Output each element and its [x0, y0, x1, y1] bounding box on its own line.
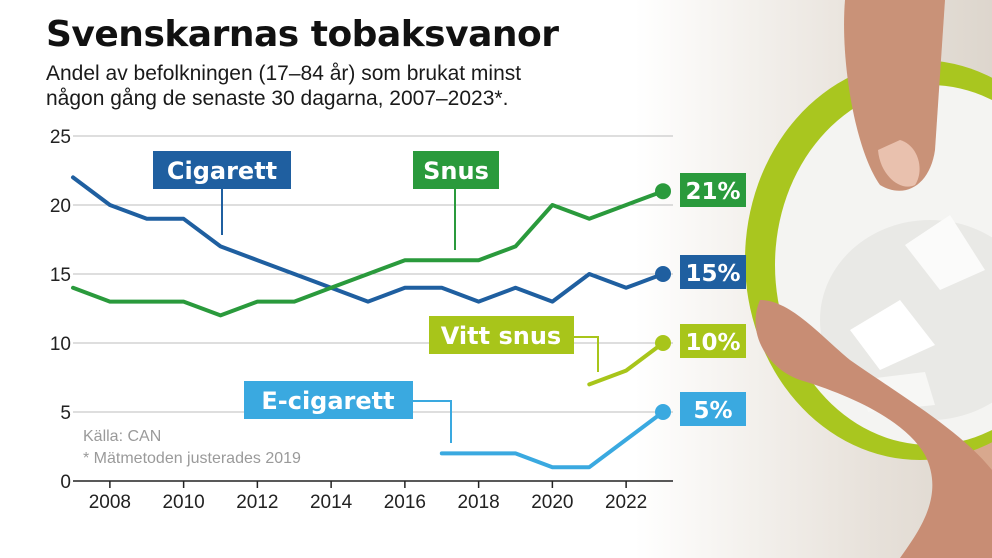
label-box — [429, 316, 574, 354]
end-label-e-cigarett: 5% — [680, 392, 746, 426]
series-line-snus — [71, 189, 665, 318]
x-tick-label: 2014 — [310, 492, 353, 513]
label-box — [244, 381, 413, 419]
finger-nail — [878, 140, 920, 187]
value-badge — [680, 392, 746, 426]
y-tick-label: 15 — [50, 265, 71, 286]
x-tick-label: 2022 — [605, 492, 647, 513]
label-snus: Snus — [413, 151, 499, 250]
end-point-e-cigarett — [655, 404, 671, 420]
label-box — [413, 151, 499, 189]
label-vitt-snus: Vitt snus — [429, 316, 599, 372]
y-tick-label: 10 — [50, 334, 71, 355]
snus-can-photo — [745, 0, 992, 558]
chart-title: Svenskarnas tobaksvanor — [46, 14, 559, 55]
chart-subtitle-line-2: någon gång de senaste 30 dagarna, 2007–2… — [46, 87, 509, 110]
value-label: 15% — [685, 261, 740, 287]
pouch — [905, 215, 985, 290]
x-tick-label: 2010 — [162, 492, 204, 513]
value-badge — [680, 324, 746, 358]
y-tick-label: 20 — [50, 196, 71, 217]
end-point-cigarett — [655, 266, 671, 282]
leader-line — [574, 336, 599, 372]
chart-subtitle-line-1: Andel av befolkningen (17–84 år) som bru… — [46, 62, 522, 85]
finger-top — [844, 0, 945, 191]
series-line-e-cigarett — [439, 410, 665, 470]
value-label: 10% — [685, 330, 740, 356]
thumb — [755, 300, 992, 558]
end-label-cigarett: 15% — [680, 255, 746, 289]
pouch — [850, 300, 935, 370]
end-point-snus — [655, 183, 671, 200]
x-tick-label: 2016 — [384, 492, 426, 513]
series-label: E-cigarett — [261, 387, 394, 415]
method-footnote: * Mätmetoden justerades 2019 — [83, 450, 301, 467]
label-box — [153, 151, 291, 189]
y-tick-label: 5 — [60, 403, 71, 424]
y-tick-label: 0 — [60, 472, 71, 493]
value-label: 21% — [685, 179, 740, 205]
end-label-vitt-snus: 10% — [680, 324, 746, 358]
series-label: Vitt snus — [441, 322, 561, 350]
x-tick-label: 2008 — [89, 492, 131, 513]
label-e-cigarett: E-cigarett — [244, 381, 452, 443]
series-line-cigarett — [71, 175, 665, 304]
end-label-snus: 21% — [680, 173, 746, 207]
source-note: Källa: CAN — [83, 428, 161, 445]
value-badge — [680, 255, 746, 289]
label-cigarett: Cigarett — [153, 151, 291, 235]
y-tick-label: 25 — [50, 127, 71, 148]
value-label: 5% — [693, 398, 732, 424]
series-label: Snus — [423, 157, 489, 185]
value-badge — [680, 173, 746, 207]
x-tick-label: 2018 — [457, 492, 499, 513]
series-line-vitt-snus — [587, 341, 665, 387]
x-tick-label: 2020 — [531, 492, 573, 513]
end-point-vitt-snus — [655, 335, 671, 351]
leader-line — [413, 400, 452, 443]
series-label: Cigarett — [167, 157, 277, 185]
x-tick-label: 2012 — [236, 492, 278, 513]
